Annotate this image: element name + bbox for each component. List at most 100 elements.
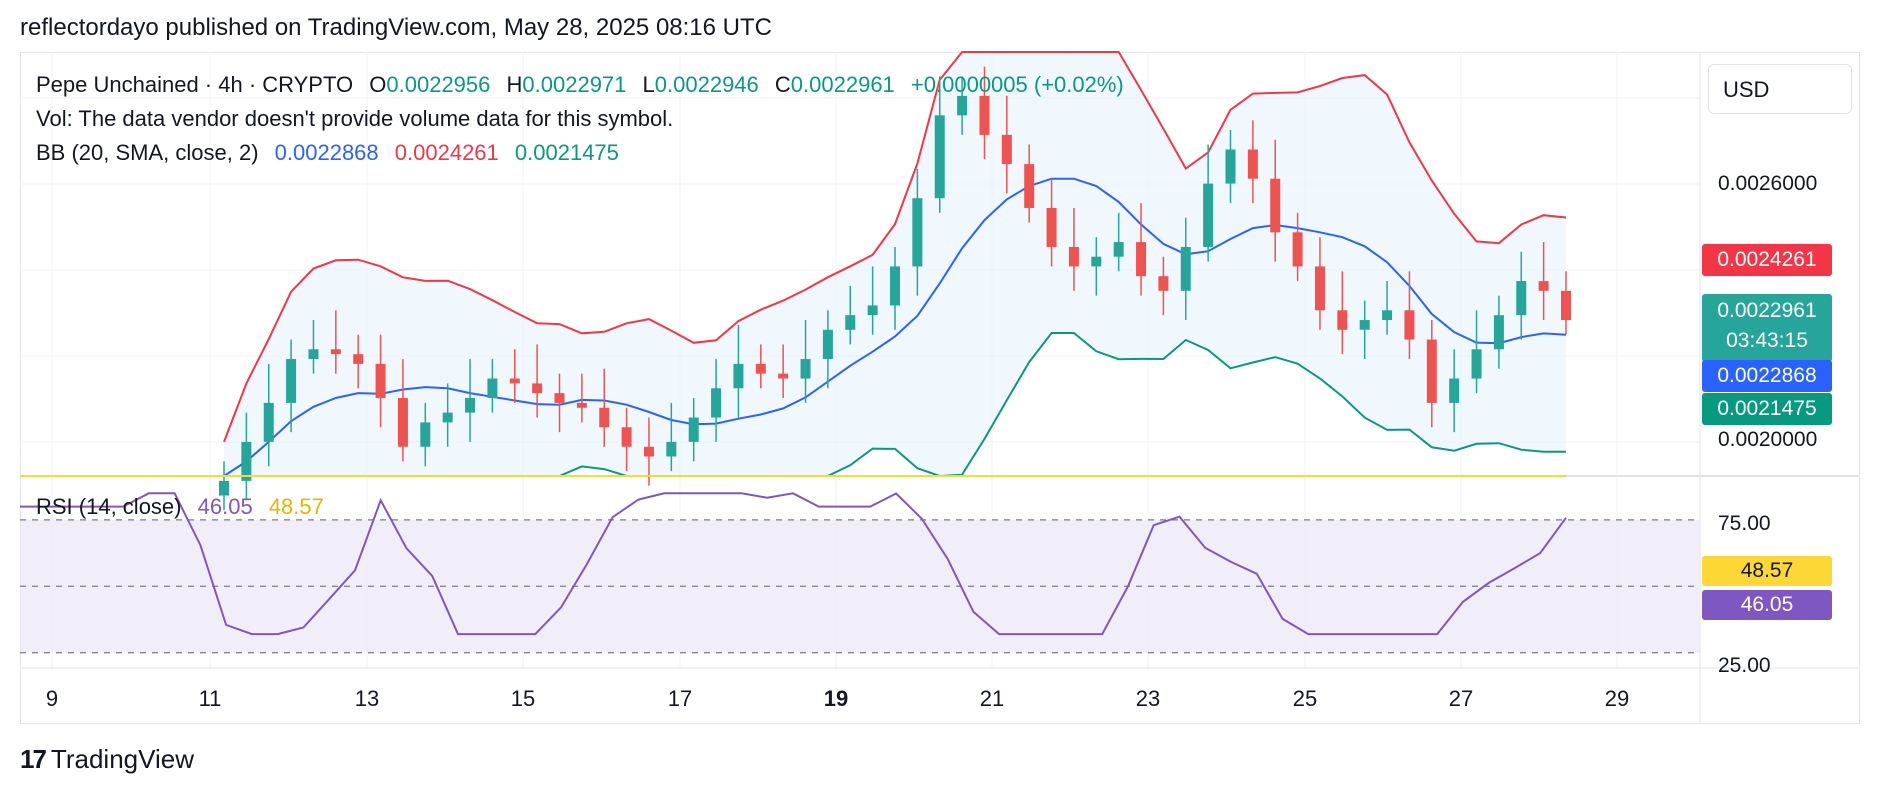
rsi-tag: 46.05 xyxy=(1702,590,1832,620)
candle-body xyxy=(219,480,229,496)
candle-body xyxy=(1180,246,1191,291)
candle-body xyxy=(487,378,498,399)
bb-lower-value: 0.0021475 xyxy=(514,140,619,165)
time-tick: 17 xyxy=(667,686,693,711)
candle-body xyxy=(867,305,878,316)
price-legend: Pepe Unchained · 4h · CRYPTO O0.0022956 … xyxy=(36,72,1124,97)
footer-branding: 17 TradingView xyxy=(20,744,194,775)
time-tick: 25 xyxy=(1292,686,1318,711)
candle-body xyxy=(1091,256,1102,267)
rsi-legend: RSI (14, close) 46.05 48.57 xyxy=(36,494,334,520)
candle-body xyxy=(822,329,833,360)
candle-body xyxy=(643,446,654,457)
last-price: 0.0022961 xyxy=(1717,299,1817,322)
price-tick: 0.0020000 xyxy=(1718,428,1818,451)
candle-body xyxy=(621,427,632,447)
time-tick: 19 xyxy=(823,686,849,711)
candle-body xyxy=(733,363,744,389)
volume-notice: Vol: The data vendor doesn't provide vol… xyxy=(36,106,674,131)
candle-body xyxy=(330,349,341,355)
candle-body xyxy=(755,363,766,374)
footer-brand-text: TradingView xyxy=(50,744,194,774)
candle-body xyxy=(979,95,990,135)
rsi-tick: 25.00 xyxy=(1718,654,1771,677)
time-tick: 23 xyxy=(1135,686,1161,711)
candle-body xyxy=(1270,178,1281,233)
time-tick: 27 xyxy=(1448,686,1474,711)
rsi-tick: 75.00 xyxy=(1718,512,1771,535)
bb-upper-tag: 0.0024261 xyxy=(1702,244,1832,276)
candle-body xyxy=(576,402,587,408)
candle-body xyxy=(1136,242,1147,277)
candle-body xyxy=(532,383,543,394)
bb-lower-tag: 0.0021475 xyxy=(1702,393,1832,425)
time-tick: 9 xyxy=(45,686,59,711)
candle-body xyxy=(1449,378,1460,403)
candle-body xyxy=(890,266,900,306)
time-tick: 15 xyxy=(510,686,536,711)
candle-body xyxy=(1471,349,1482,379)
time-tick: 29 xyxy=(1604,686,1630,711)
bb-basis-tag: 0.0022868 xyxy=(1702,360,1832,392)
candle-body xyxy=(241,441,252,481)
rsi-label[interactable]: RSI (14, close) xyxy=(36,494,182,519)
candle-body xyxy=(308,349,319,360)
rsi-line xyxy=(20,492,1567,636)
candle-body xyxy=(1382,310,1393,321)
time-tick: 13 xyxy=(354,686,380,711)
high-value: 0.0022971 xyxy=(522,72,627,97)
symbol-title[interactable]: Pepe Unchained · 4h · CRYPTO xyxy=(36,72,354,97)
candle-body xyxy=(711,388,722,418)
candle-body xyxy=(688,417,699,442)
bar-countdown: 03:43:15 xyxy=(1726,329,1808,352)
bb-upper-line xyxy=(223,51,1567,443)
candle-body xyxy=(375,363,386,399)
candle-body xyxy=(845,315,856,330)
candle-body xyxy=(800,359,811,379)
candle-body xyxy=(1046,207,1057,247)
candle-body xyxy=(778,373,789,379)
rsi-pane xyxy=(20,475,1700,654)
open-value: 0.0022956 xyxy=(386,72,491,97)
candle-body xyxy=(509,378,520,384)
chart-frame xyxy=(20,52,1860,724)
time-tick: 11 xyxy=(198,686,222,711)
candle-body xyxy=(397,398,408,447)
candle-body xyxy=(1538,281,1549,291)
candles xyxy=(219,66,1571,511)
currency-selector[interactable]: USD xyxy=(1708,64,1852,114)
tradingview-logo-icon: 17 xyxy=(20,744,47,774)
candle-body xyxy=(1292,232,1303,267)
candle-body xyxy=(934,115,945,199)
candle-body xyxy=(1113,242,1124,257)
candle-body xyxy=(1359,320,1370,330)
candle-body xyxy=(1225,149,1236,184)
candle-body xyxy=(1516,281,1527,316)
publish-header: reflectordayo published on TradingView.c… xyxy=(20,14,772,41)
rsi-value: 46.05 xyxy=(197,494,253,519)
last-price-tag: 0.0022961 03:43:15 xyxy=(1702,294,1832,362)
price-tick: 0.0026000 xyxy=(1718,172,1818,195)
candle-body xyxy=(263,402,274,442)
candle-body xyxy=(912,198,923,267)
candle-body xyxy=(1561,290,1571,321)
candle-body xyxy=(554,393,565,403)
candle-body xyxy=(1426,339,1437,403)
candle-body xyxy=(599,407,610,428)
candle-body xyxy=(1068,246,1079,267)
low-value: 0.0022946 xyxy=(654,72,759,97)
candle-body xyxy=(1314,266,1325,311)
close-value: 0.0022961 xyxy=(790,72,895,97)
candle-body xyxy=(1001,134,1012,165)
candle-body xyxy=(1024,164,1035,208)
change-value: +0.0000005 (+0.02%) xyxy=(910,72,1124,97)
bb-label[interactable]: BB (20, SMA, close, 2) xyxy=(36,140,259,165)
candle-body xyxy=(1203,183,1214,247)
candle-body xyxy=(1337,310,1348,330)
bb-basis-value: 0.0022868 xyxy=(274,140,379,165)
candle-body xyxy=(666,441,677,457)
candle-body xyxy=(1404,310,1415,340)
candle-body xyxy=(1493,315,1504,350)
candle-body xyxy=(420,422,431,447)
